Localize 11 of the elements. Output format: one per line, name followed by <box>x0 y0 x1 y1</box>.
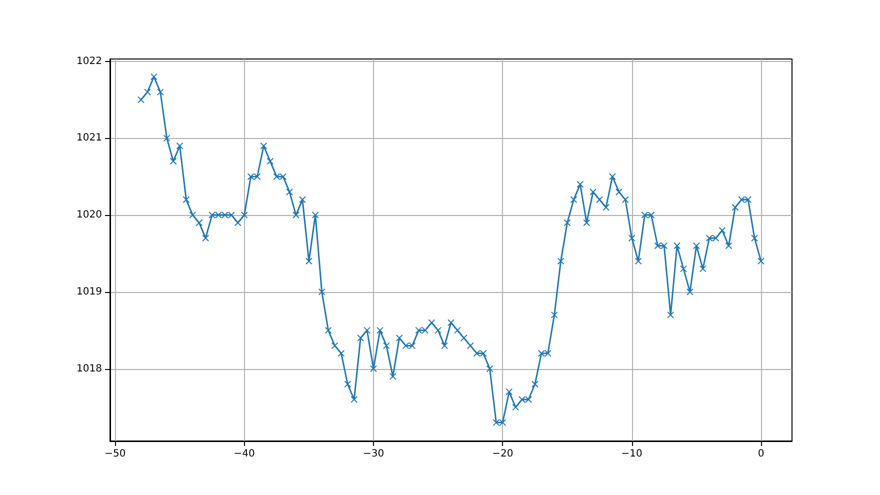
y-tick-label: 1020 <box>76 210 102 221</box>
y-tick-label: 1019 <box>76 286 102 298</box>
y-tick-label: 1021 <box>76 132 102 144</box>
x-tick-label: −30 <box>362 448 384 460</box>
x-tick-label: −40 <box>234 448 255 460</box>
x-tick-label: −10 <box>621 448 642 460</box>
x-tick-label: −50 <box>104 448 126 460</box>
y-tick-label: 1018 <box>76 363 102 374</box>
x-tick-label: −20 <box>492 448 514 460</box>
y-tick-label: 1022 <box>76 56 102 67</box>
x-tick-label: 0 <box>758 448 764 460</box>
